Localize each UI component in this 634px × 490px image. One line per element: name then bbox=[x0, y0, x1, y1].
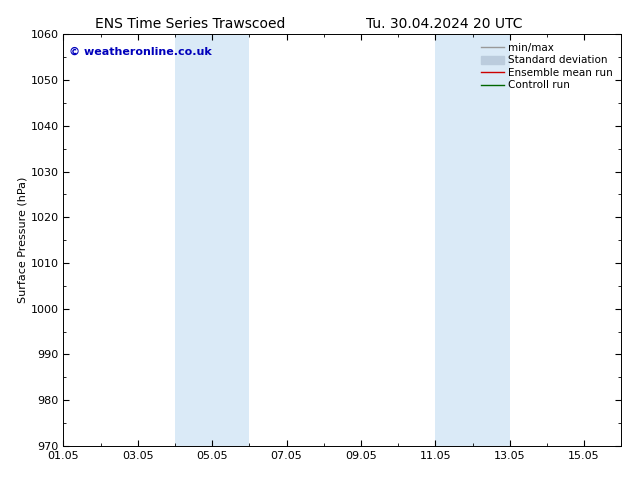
Bar bbox=[175, 34, 249, 446]
Text: © weatheronline.co.uk: © weatheronline.co.uk bbox=[69, 47, 212, 57]
Bar bbox=[436, 34, 510, 446]
Legend: min/max, Standard deviation, Ensemble mean run, Controll run: min/max, Standard deviation, Ensemble me… bbox=[478, 40, 616, 94]
Title: ENS Time Series Trawscoed    Tu. 30.04.2024 20 UTC: ENS Time Series Trawscoed Tu. 30.04.2024… bbox=[0, 489, 1, 490]
Text: Tu. 30.04.2024 20 UTC: Tu. 30.04.2024 20 UTC bbox=[366, 17, 522, 31]
Text: ENS Time Series Trawscoed: ENS Time Series Trawscoed bbox=[95, 17, 285, 31]
Y-axis label: Surface Pressure (hPa): Surface Pressure (hPa) bbox=[18, 177, 28, 303]
